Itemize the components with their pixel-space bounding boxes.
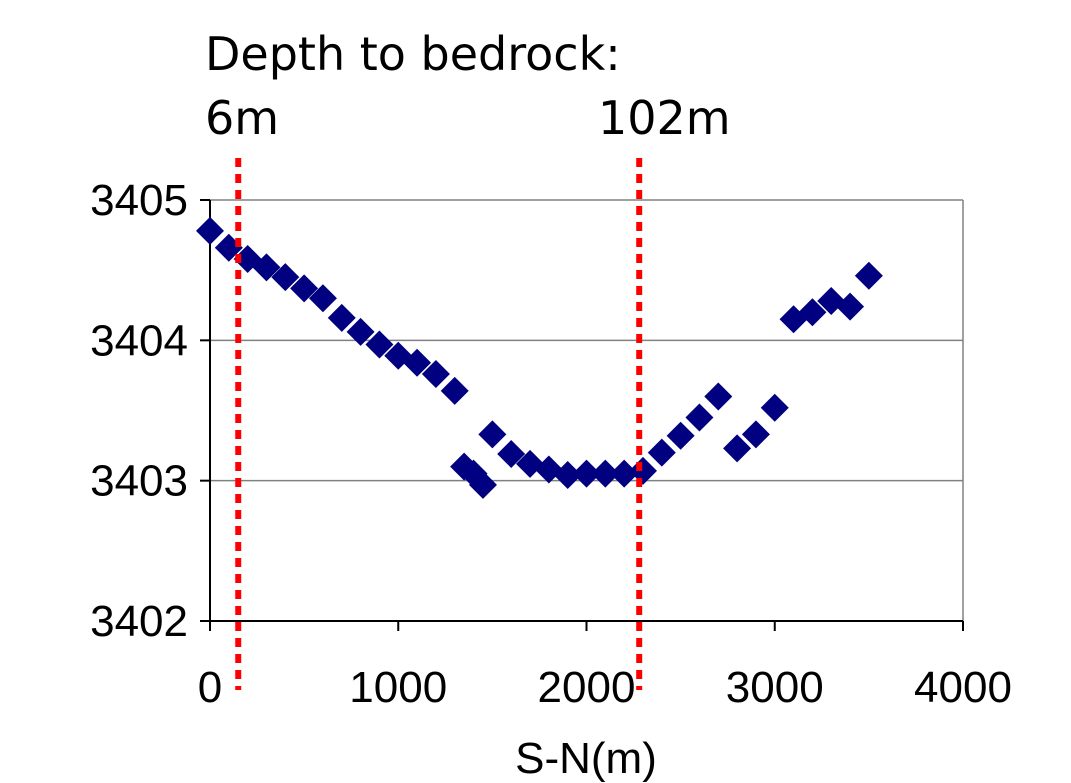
- data-point-0-24: [610, 459, 639, 488]
- reference-lines: [235, 158, 643, 690]
- data-point-0-5: [290, 274, 319, 303]
- data-point-0-16: [468, 470, 497, 499]
- data-point-0-6: [308, 284, 337, 313]
- data-point-0-30: [723, 434, 752, 463]
- y-tick-label-3404: 3404: [90, 316, 188, 365]
- data-point-0-8: [346, 317, 375, 346]
- data-point-0-11: [403, 348, 432, 377]
- data-point-0-17: [478, 420, 507, 449]
- data-markers: [196, 216, 883, 499]
- x-tick-label-0: 0: [198, 663, 222, 712]
- data-point-0-12: [421, 360, 450, 389]
- data-point-0-37: [854, 261, 883, 290]
- annotation-right-depth: 102m: [598, 91, 731, 145]
- x-tick-label-1000: 1000: [349, 663, 447, 712]
- data-point-0-13: [440, 376, 469, 405]
- gridlines: [210, 199, 964, 622]
- data-point-0-4: [271, 263, 300, 292]
- y-tick-label-3402: 3402: [90, 597, 188, 646]
- data-point-0-18: [497, 440, 526, 469]
- data-point-0-21: [553, 461, 582, 490]
- x-axis-label: S-N(m): [515, 734, 657, 783]
- x-tick-label-4000: 4000: [914, 663, 1012, 712]
- data-point-0-26: [647, 438, 676, 467]
- data-point-0-34: [798, 298, 827, 327]
- data-point-0-31: [741, 420, 770, 449]
- data-point-0-25: [628, 456, 657, 485]
- y-tick-label-3405: 3405: [90, 176, 188, 225]
- x-tick-label-2000: 2000: [538, 663, 636, 712]
- data-point-0-36: [836, 292, 865, 321]
- x-tick-label-3000: 3000: [726, 663, 824, 712]
- data-point-0-0: [196, 216, 224, 245]
- annotation-left-depth: 6m: [205, 91, 279, 145]
- data-point-0-23: [591, 459, 620, 488]
- y-tick-label-3403: 3403: [90, 457, 188, 506]
- data-point-0-28: [685, 403, 714, 432]
- data-point-0-3: [252, 253, 281, 282]
- tick-labels: 3402 3403 3404 3405 0 1000 2000 3000 4000: [90, 176, 1012, 712]
- data-point-0-29: [704, 382, 733, 411]
- data-point-0-9: [365, 330, 394, 359]
- data-point-0-32: [760, 393, 789, 422]
- data-point-0-22: [572, 459, 601, 488]
- annotation-title: Depth to bedrock:: [205, 27, 621, 81]
- axes: [200, 199, 964, 631]
- data-point-0-7: [327, 303, 356, 332]
- data-point-0-27: [666, 421, 695, 450]
